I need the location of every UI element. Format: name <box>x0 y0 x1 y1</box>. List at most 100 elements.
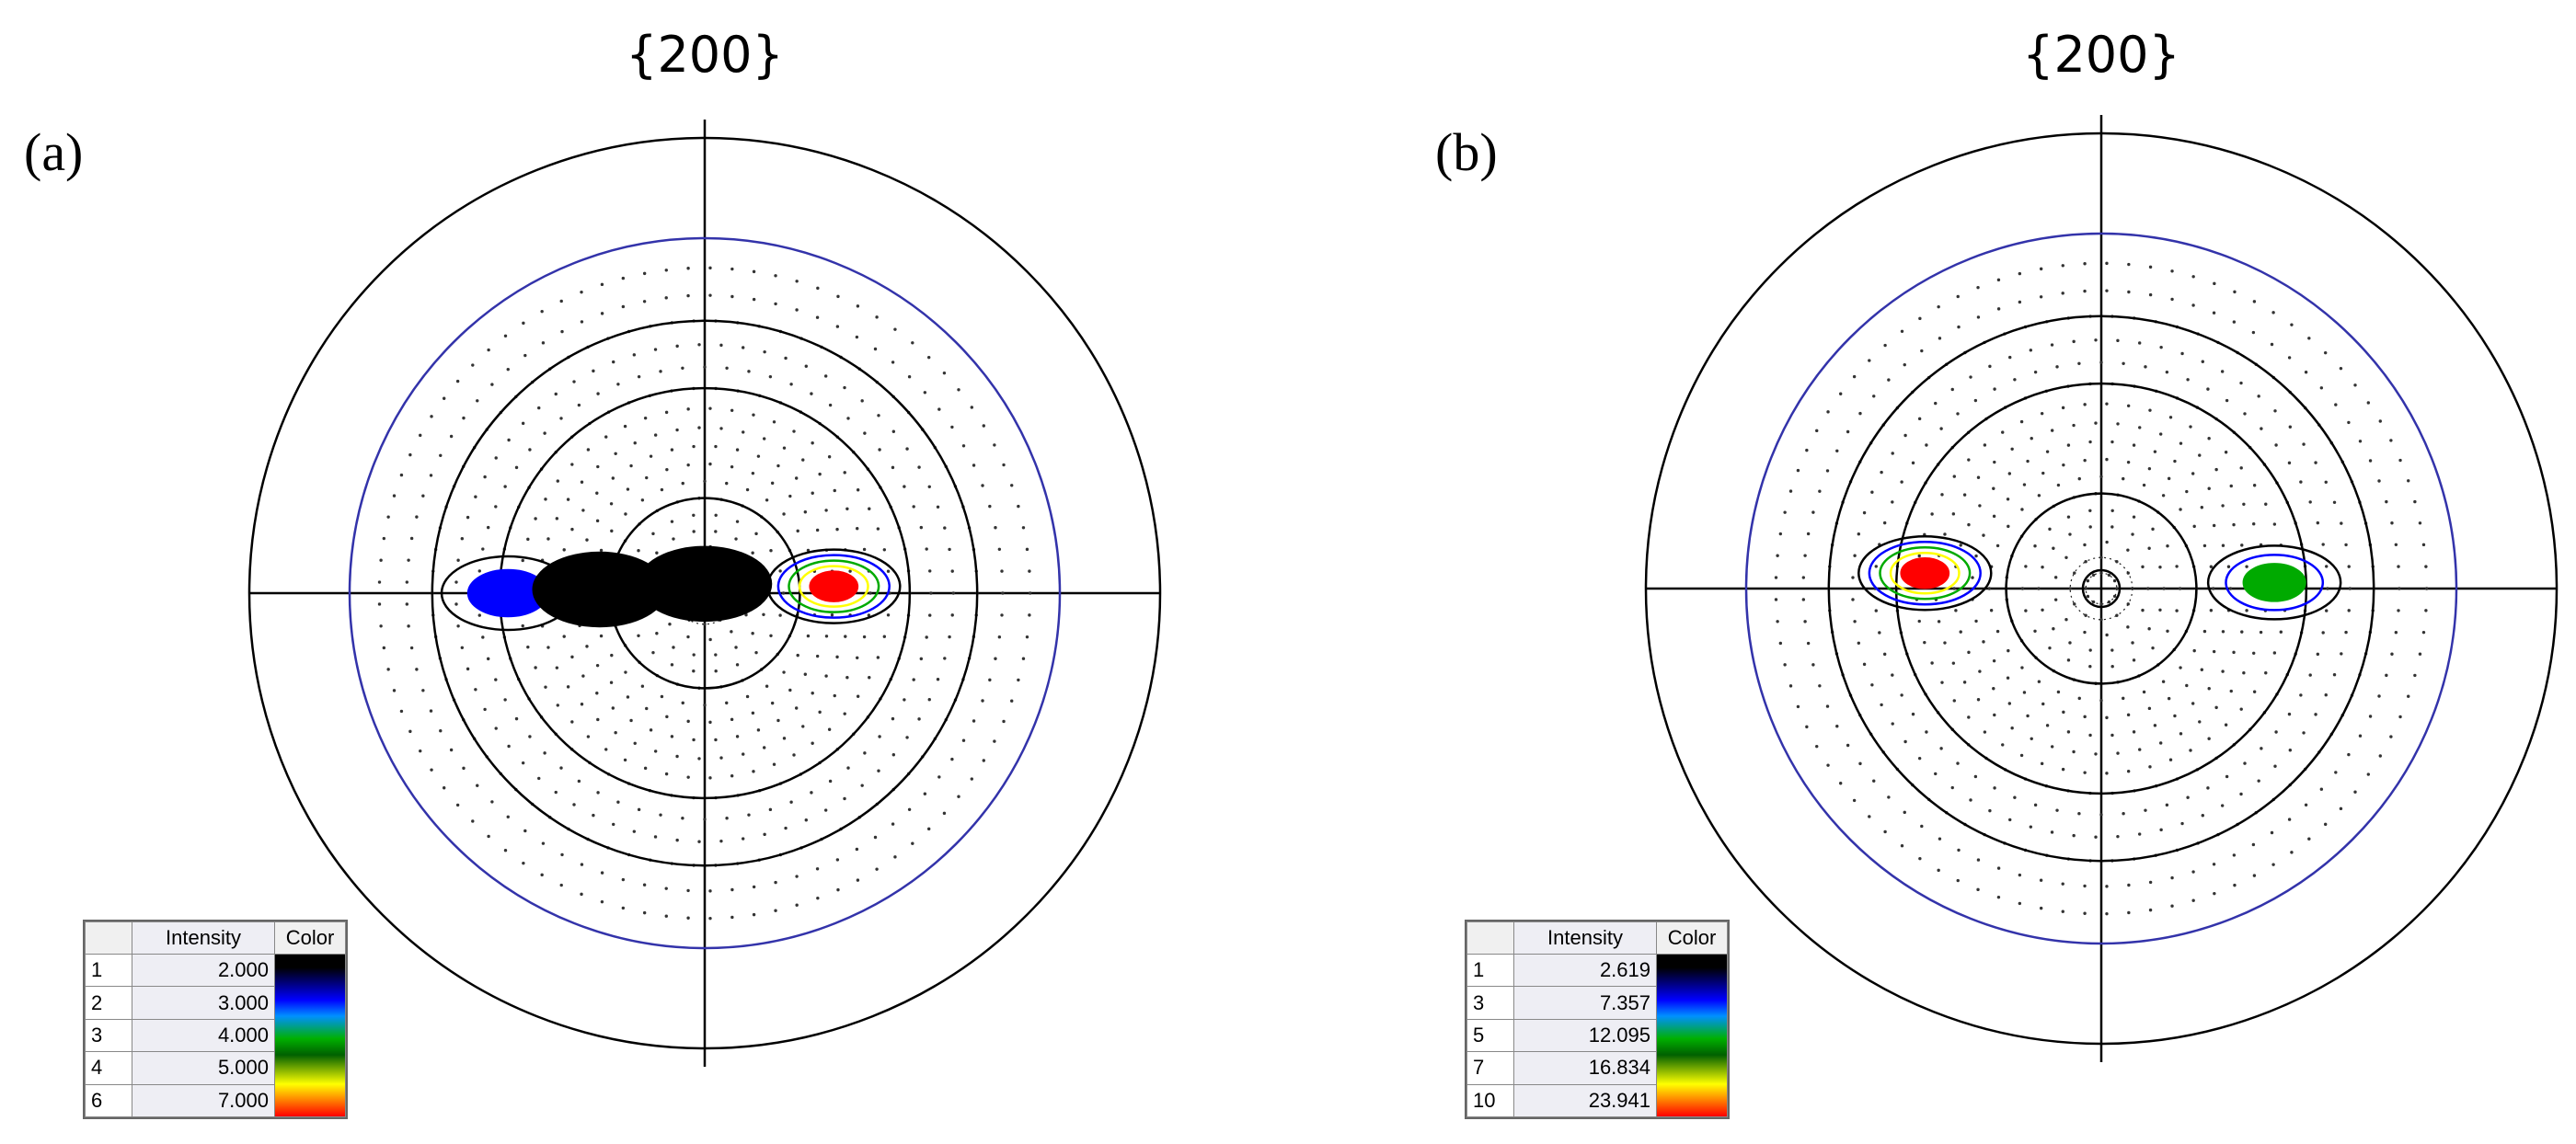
grid-dot <box>592 369 595 373</box>
grid-dot <box>1880 470 1883 475</box>
grid-dot <box>745 487 750 492</box>
grid-dot <box>1788 684 1793 688</box>
grid-dot <box>2066 515 2071 519</box>
grid-dot <box>1952 475 1956 478</box>
grid-dot <box>2088 733 2092 738</box>
grid-dot <box>2332 672 2337 677</box>
grid-dot <box>876 656 880 659</box>
grid-dot <box>708 266 712 270</box>
grid-dot <box>476 784 479 787</box>
grid-dot <box>2099 475 2103 478</box>
grid-dot <box>1987 587 1991 590</box>
grid-dot <box>2273 764 2277 768</box>
grid-dot <box>2024 565 2028 568</box>
grid-dot <box>752 269 756 274</box>
grid-dot <box>1858 411 1862 416</box>
grid-dot <box>970 406 974 409</box>
grid-dot <box>2221 543 2225 547</box>
grid-dot <box>626 487 630 491</box>
grid-dot <box>1996 866 2001 870</box>
grid-dot <box>2279 630 2283 634</box>
grid-dot <box>754 650 758 655</box>
legend-header-level <box>85 921 132 955</box>
grid-dot <box>1025 547 1029 552</box>
grid-dot <box>1957 325 1961 329</box>
grid-dot <box>2173 459 2177 463</box>
grid-dot <box>1017 504 1020 509</box>
grid-dot <box>570 463 574 466</box>
grid-dot <box>2094 752 2098 756</box>
grid-dot <box>2232 522 2236 527</box>
grid-dot <box>540 309 544 314</box>
grid-dot <box>741 346 745 349</box>
grid-dot <box>2153 450 2157 453</box>
grid-dot <box>2159 828 2163 832</box>
grid-dot <box>596 791 600 795</box>
grid-dot <box>942 371 947 375</box>
grid-dot <box>950 757 954 761</box>
grid-dot <box>2048 646 2052 650</box>
grid-dot <box>604 748 608 751</box>
grid-dot <box>2239 707 2243 711</box>
grid-dot <box>1950 785 1954 790</box>
grid-dot <box>911 841 914 845</box>
grid-dot <box>1959 630 1962 634</box>
legend-intensity: 7.000 <box>132 1083 275 1118</box>
grid-dot <box>1951 661 1956 665</box>
grid-dot <box>782 446 787 450</box>
grid-dot <box>2052 546 2055 550</box>
grid-dot <box>2056 483 2061 487</box>
grid-dot <box>730 267 734 271</box>
grid-dot <box>2077 812 2081 816</box>
grid-dot <box>526 645 530 649</box>
grid-dot <box>2353 383 2357 387</box>
grid-dot <box>2151 527 2155 532</box>
grid-dot <box>905 447 909 451</box>
grid-dot <box>660 487 664 492</box>
grid-dot <box>494 678 498 681</box>
grid-dot <box>2398 587 2401 590</box>
legend-header-intensity: Intensity <box>132 921 275 955</box>
grid-dot <box>2020 508 2024 511</box>
legend-intensity: 2.000 <box>132 953 275 988</box>
grid-dot <box>1903 362 1906 367</box>
grid-dot <box>599 548 604 553</box>
grid-dot <box>2257 779 2260 783</box>
grid-dot <box>2161 680 2166 683</box>
grid-dot <box>1815 429 1819 433</box>
grid-dot <box>2390 652 2394 656</box>
grid-dot <box>2224 723 2228 726</box>
grid-dot <box>824 635 829 638</box>
legend-row: 7 16.834 <box>1466 1051 1728 1085</box>
grid-dot <box>643 416 648 420</box>
grid-dot <box>611 706 615 710</box>
grid-dot <box>2274 443 2278 447</box>
grid-dot <box>596 717 600 722</box>
grid-dot <box>2094 338 2098 342</box>
grid-dot <box>2053 598 2058 601</box>
grid-dot <box>686 888 690 893</box>
grid-dot <box>2224 451 2228 454</box>
grid-dot <box>541 841 546 845</box>
grid-dot <box>843 471 846 475</box>
grid-dot <box>2048 527 2052 532</box>
grid-dot <box>670 448 674 452</box>
grid-dot <box>2132 658 2136 662</box>
grid-dot <box>1952 587 1956 590</box>
grid-dot <box>2013 795 2017 799</box>
grid-dot <box>1825 704 1830 708</box>
grid-dot <box>686 635 690 639</box>
pole-figure-plot <box>1644 115 2559 1062</box>
grid-dot <box>1862 662 1867 667</box>
grid-dot <box>407 558 410 562</box>
grid-dot <box>672 646 675 649</box>
grid-dot <box>1862 510 1867 515</box>
grid-dot <box>2407 479 2410 483</box>
contour-line <box>1900 556 1950 589</box>
grid-dot <box>609 502 614 506</box>
grid-dot <box>2378 754 2382 758</box>
grid-dot <box>993 739 996 743</box>
grid-dot <box>2398 458 2402 463</box>
grid-dot <box>1815 744 1819 749</box>
grid-dot <box>2088 648 2092 652</box>
